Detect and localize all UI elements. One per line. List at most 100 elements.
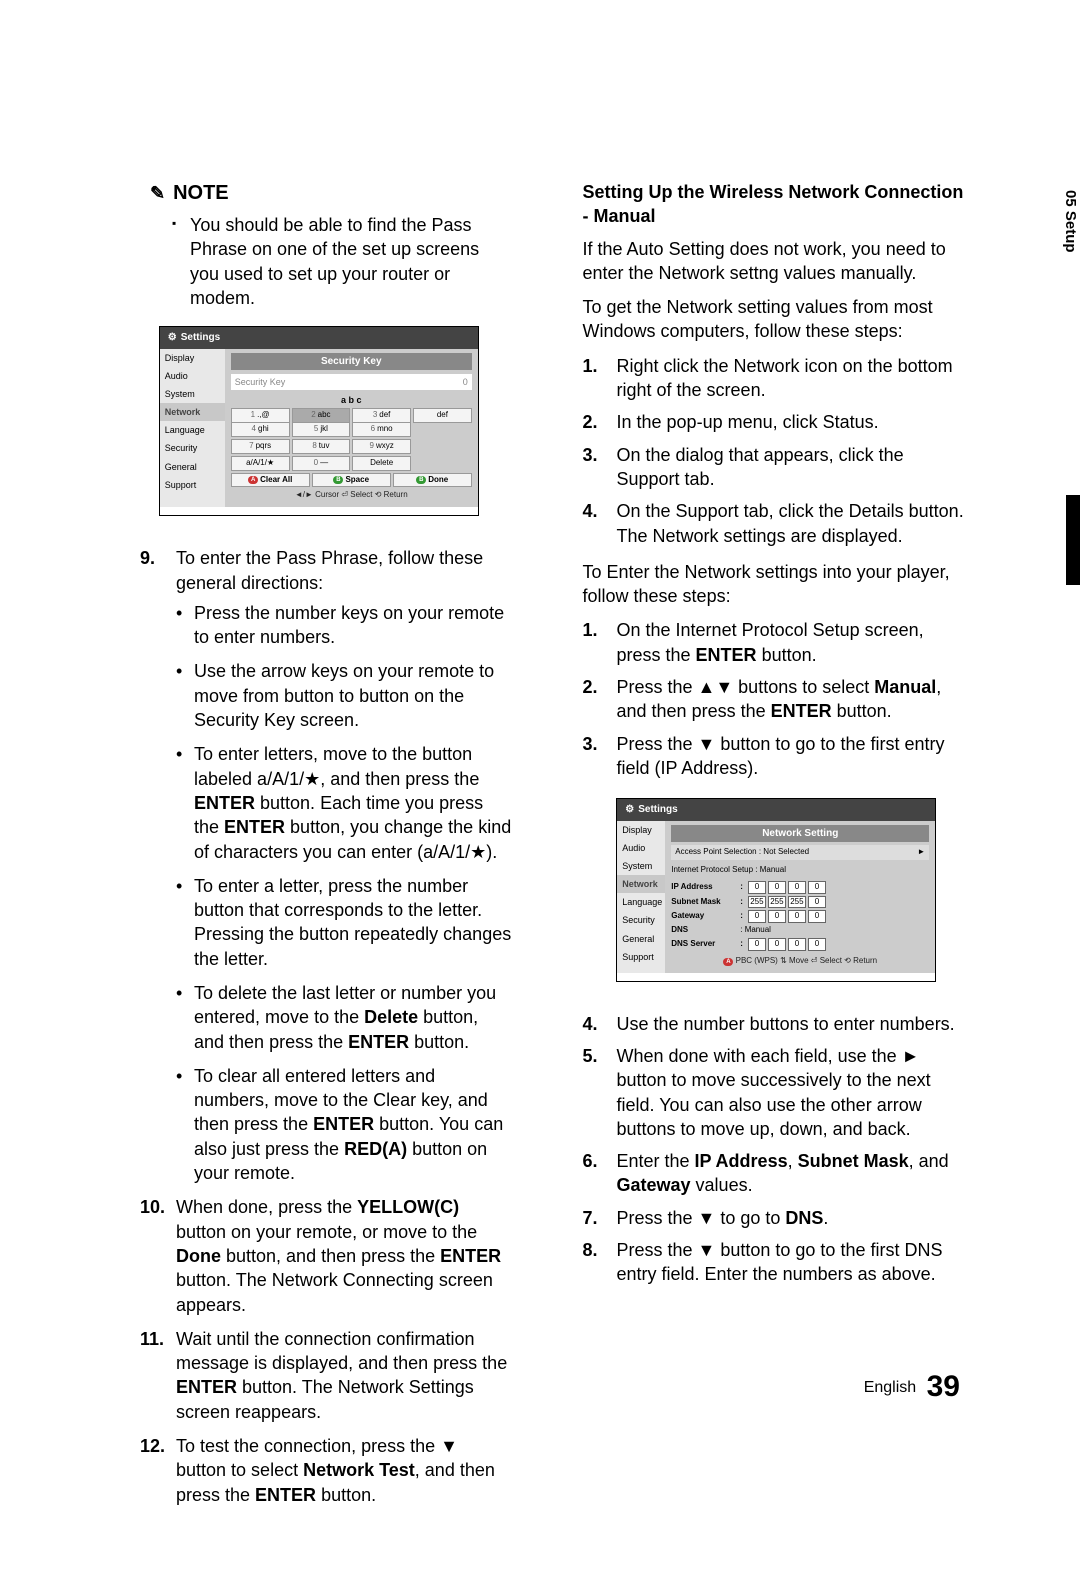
key-1: 1.,@ <box>231 408 290 423</box>
rb-3: 3.Press the ▼ button to go to the first … <box>583 732 971 781</box>
screenshot-network-setting: ⚙ Settings Display Audio System Network L… <box>616 798 936 981</box>
ss1-sidebar: Display Audio System Network Language Se… <box>160 349 225 508</box>
ss1-input-count: 0 <box>463 376 468 388</box>
rc-6: 6.Enter the IP Address, Subnet Mask, and… <box>583 1149 971 1198</box>
ss2-side-support: Support <box>617 948 665 966</box>
ra-4: 4.On the Support tab, click the Details … <box>583 499 971 548</box>
ss2-aps: Access Point Selection : Not Selected► <box>671 845 929 860</box>
ss2-side-system: System <box>617 857 665 875</box>
key-2: 2abc <box>292 408 351 423</box>
ss1-keypad: 1.,@ 2abc 3def defdef <box>231 408 472 423</box>
step-9-b4: To enter a letter, press the number butt… <box>176 874 513 971</box>
step-9-num: 9. <box>140 546 155 570</box>
page-footer: English 39 <box>864 1367 960 1408</box>
ss2-title: Network Setting <box>671 825 929 843</box>
ss2-ip-row: IP Address:0000 <box>671 881 929 894</box>
rc-8: 8.Press the ▼ button to go to the first … <box>583 1238 971 1287</box>
ss1-title: Security Key <box>231 353 472 371</box>
ss2-gw-row: Gateway:0000 <box>671 910 929 923</box>
thumb-index-bar <box>1066 495 1080 585</box>
footer-page: 39 <box>927 1370 960 1403</box>
note-label: NOTE <box>173 180 229 207</box>
gear-icon: ⚙ <box>168 331 177 345</box>
ss1-side-language: Language <box>160 421 225 439</box>
ss2-side-language: Language <box>617 893 665 911</box>
green-b-icon-2: B <box>416 476 426 484</box>
ss1-input: Security Key 0 <box>231 374 472 390</box>
rc-5: 5.When done with each field, use the ► b… <box>583 1044 971 1141</box>
ss1-side-support: Support <box>160 476 225 494</box>
ss2-side-general: General <box>617 930 665 948</box>
ss2-dsrv-row: DNS Server:0000 <box>671 938 929 951</box>
ss2-side-security: Security <box>617 911 665 929</box>
ss2-footer: A PBC (WPS) ⇅ Move ⏎ Select ⟲ Return <box>671 953 929 967</box>
step-10-text: When done, press the YELLOW(C) button on… <box>176 1197 501 1314</box>
step-11: 11. Wait until the connection confirmatio… <box>140 1327 513 1424</box>
left-steps: 9. To enter the Pass Phrase, follow thes… <box>140 546 513 1507</box>
ss1-space: BSpace <box>312 473 391 488</box>
ss2-ips: Internet Protocol Setup : Manual <box>671 863 929 878</box>
step-12-num: 12. <box>140 1434 165 1458</box>
key-9: 9wxyz <box>352 439 411 454</box>
ss2-sidebar: Display Audio System Network Language Se… <box>617 821 665 973</box>
step-9-text: To enter the Pass Phrase, follow these g… <box>176 548 483 592</box>
key-delete: Delete <box>352 456 411 471</box>
note-body: You should be able to find the Pass Phra… <box>190 213 513 310</box>
ss1-side-system: System <box>160 385 225 403</box>
step-9-b2: Use the arrow keys on your remote to mov… <box>176 659 513 732</box>
ss1-settings-label: Settings <box>181 331 220 345</box>
ra-3: 3.On the dialog that appears, click the … <box>583 443 971 492</box>
ss2-side-display: Display <box>617 821 665 839</box>
ss2-dns-row: DNS: Manual <box>671 925 929 936</box>
ra-2: 2.In the pop-up menu, click Status. <box>583 410 971 434</box>
footer-lang: English <box>864 1379 916 1396</box>
step-10-num: 10. <box>140 1195 165 1219</box>
ss2-sm-row: Subnet Mask:2552552550 <box>671 896 929 909</box>
right-list-b: 1.On the Internet Protocol Setup screen,… <box>583 618 971 780</box>
ss1-side-general: General <box>160 458 225 476</box>
key-7: 7pqrs <box>231 439 290 454</box>
key-4: 4ghi <box>231 422 290 437</box>
ss2-side-audio: Audio <box>617 839 665 857</box>
ss1-footer: ◄/► Cursor ⏎ Select ⟲ Return <box>231 487 472 501</box>
red-a-icon-2: A <box>723 958 733 966</box>
key-6: 6mno <box>352 422 411 437</box>
step-12: 12. To test the connection, press the ▼ b… <box>140 1434 513 1507</box>
step-11-text: Wait until the connection confirmation m… <box>176 1329 507 1422</box>
key-8: 8tuv <box>292 439 351 454</box>
ss2-settings-label: Settings <box>638 803 677 817</box>
right-heading: Setting Up the Wireless Network Connecti… <box>583 180 971 229</box>
ss1-side-display: Display <box>160 349 225 367</box>
ra-1: 1.Right click the Network icon on the bo… <box>583 354 971 403</box>
rb-1: 1.On the Internet Protocol Setup screen,… <box>583 618 971 667</box>
ss1-side-security: Security <box>160 439 225 457</box>
ss1-done: BDone <box>393 473 472 488</box>
rc-4: 4.Use the number buttons to enter number… <box>583 1012 971 1036</box>
key-0: 0— <box>292 456 351 471</box>
rb-2: 2.Press the ▲▼ buttons to select Manual,… <box>583 675 971 724</box>
chapter-tab: 05 Setup <box>1060 190 1080 253</box>
ss1-abc: a b c <box>231 394 472 406</box>
step-9-b3: To enter letters, move to the button lab… <box>176 742 513 863</box>
step-10: 10. When done, press the YELLOW(C) button… <box>140 1195 513 1316</box>
step-9: 9. To enter the Pass Phrase, follow thes… <box>140 546 513 1185</box>
ss1-keypad-rows: 4ghi 5jkl 6mno 7pqrs 8tuv 9wxyz a/A/1/★ … <box>231 422 472 470</box>
key-def: defdef <box>413 408 472 423</box>
right-para2: To get the Network setting values from m… <box>583 295 971 344</box>
key-3: 3def <box>352 408 411 423</box>
screenshot-security-key: ⚙ Settings Display Audio System Network L… <box>159 326 479 516</box>
step-9-b1: Press the number keys on your remote to … <box>176 601 513 650</box>
ss1-clear-all: AClear All <box>231 473 310 488</box>
key-5: 5jkl <box>292 422 351 437</box>
red-a-icon: A <box>248 476 258 484</box>
ss1-input-hint: Security Key <box>235 376 286 388</box>
step-11-num: 11. <box>140 1327 164 1351</box>
note-icon: ✎ <box>150 181 165 205</box>
gear-icon-2: ⚙ <box>625 803 634 817</box>
right-list-c: 4.Use the number buttons to enter number… <box>583 1012 971 1287</box>
ss1-side-network: Network <box>160 403 225 421</box>
right-para1: If the Auto Setting does not work, you n… <box>583 237 971 286</box>
step-12-text: To test the connection, press the ▼ butt… <box>176 1436 495 1505</box>
note-heading: ✎ NOTE <box>150 180 513 207</box>
step-9-b5: To delete the last letter or number you … <box>176 981 513 1054</box>
